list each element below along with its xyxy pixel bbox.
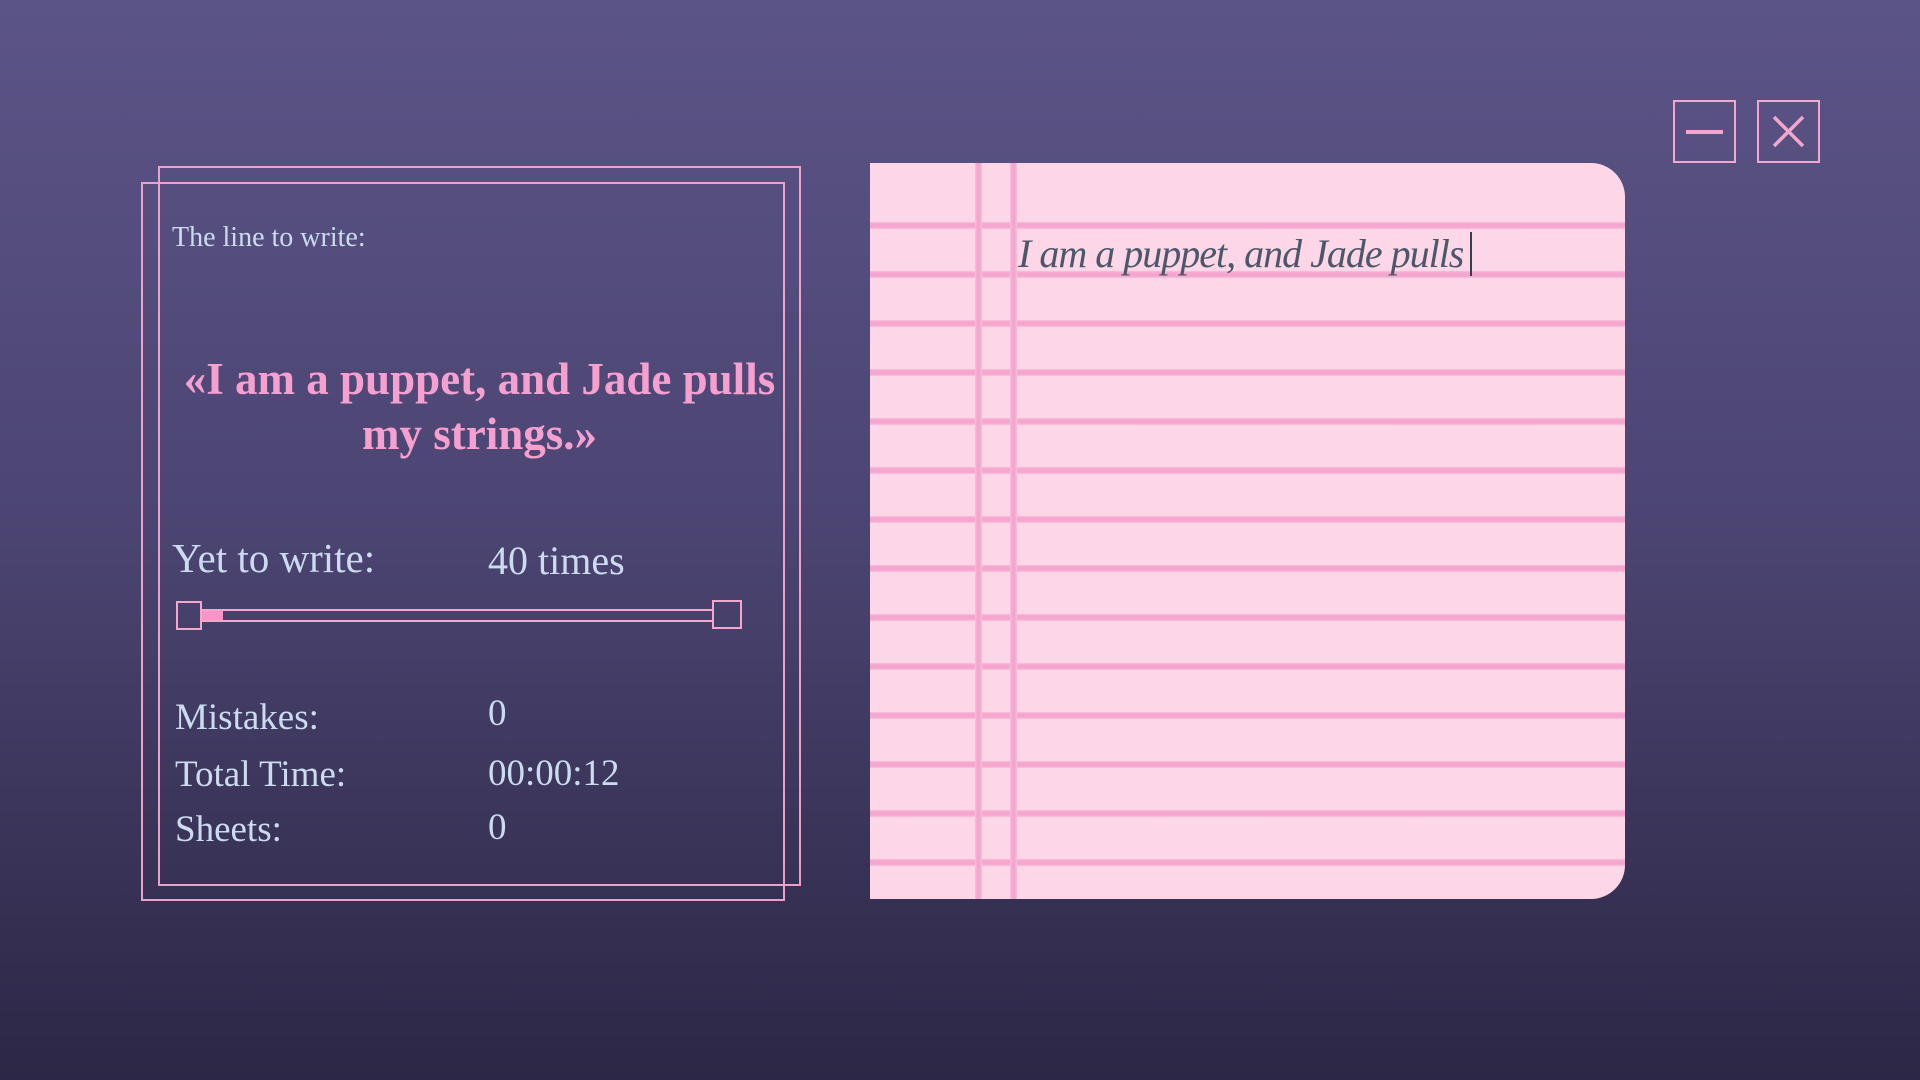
task-panel-frame: [158, 166, 801, 886]
total-time-label: Total Time:: [175, 754, 347, 795]
close-icon: [1759, 102, 1818, 161]
minimize-icon: [1675, 102, 1734, 161]
close-button[interactable]: [1757, 100, 1820, 163]
yet-to-write-value: 40 times: [488, 538, 625, 583]
paper-margin-line-1: [975, 163, 982, 899]
task-panel-frame-back: [141, 182, 785, 901]
paper-ruled-lines: [870, 203, 1625, 899]
minimize-button[interactable]: [1673, 100, 1736, 163]
line-to-write-quote: «I am a puppet, and Jade pulls my string…: [158, 352, 801, 462]
paper-margin-line-2: [1010, 163, 1017, 899]
progress-right-endpoint: [712, 600, 742, 629]
sheets-label: Sheets:: [175, 809, 282, 850]
quote-line-1: «I am a puppet, and Jade pulls: [183, 354, 776, 404]
mistakes-label: Mistakes:: [175, 697, 319, 738]
yet-to-write-label: Yet to write:: [172, 535, 376, 581]
progress-track: [200, 609, 714, 622]
total-time-value: 00:00:12: [488, 753, 620, 794]
typed-text-line[interactable]: I am a puppet, and Jade pulls: [1018, 230, 1473, 277]
notebook-paper[interactable]: I am a puppet, and Jade pulls: [870, 163, 1625, 899]
progress-left-endpoint: [176, 601, 202, 630]
text-cursor: [1470, 232, 1473, 276]
quote-line-2: my strings.»: [362, 409, 597, 459]
mistakes-value: 0: [488, 693, 507, 734]
typed-text: I am a puppet, and Jade pulls: [1018, 231, 1464, 276]
prompt-label: The line to write:: [172, 222, 366, 253]
progress-fill: [202, 611, 223, 620]
sheets-value: 0: [488, 807, 507, 848]
